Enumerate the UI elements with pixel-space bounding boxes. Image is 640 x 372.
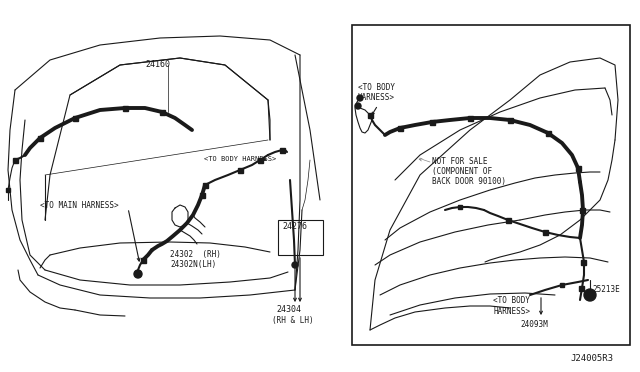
Text: 24276: 24276 [282,222,307,231]
Bar [6,188,10,192]
Text: BACK DOOR 90100): BACK DOOR 90100) [432,177,506,186]
Circle shape [584,289,596,301]
Text: (COMPONENT OF: (COMPONENT OF [432,167,492,176]
Bar [352,25,630,345]
Circle shape [134,270,142,278]
Bar [543,230,547,234]
Bar [13,157,17,163]
Bar [506,218,511,222]
Text: <TO MAIN HARNESS>: <TO MAIN HARNESS> [40,201,118,210]
Bar [580,260,586,264]
Bar [38,135,42,141]
Bar [202,183,207,187]
Bar [458,205,462,209]
Text: J24005R3: J24005R3 [570,354,613,363]
Bar [397,125,403,131]
Bar [237,167,243,173]
Text: 25213E: 25213E [592,285,620,294]
Bar [579,285,584,291]
Bar [508,118,513,122]
Text: <TO BODY: <TO BODY [358,83,395,92]
Text: 24302N(LH): 24302N(LH) [170,260,216,269]
Bar [72,115,77,121]
Bar [200,192,205,198]
Bar [579,208,584,212]
Text: 24302  (RH): 24302 (RH) [170,250,221,259]
Bar [122,106,127,110]
Text: HARNESS>: HARNESS> [358,93,395,102]
Text: 24093M: 24093M [520,320,548,329]
Text: <TO BODY: <TO BODY [493,296,530,305]
Text: NOT FOR SALE: NOT FOR SALE [432,157,488,166]
Text: (RH & LH): (RH & LH) [272,316,314,325]
Text: HARNESS>: HARNESS> [493,307,530,316]
Bar [159,109,164,115]
Bar [280,148,285,153]
Text: 24160: 24160 [145,60,170,69]
Bar [278,220,323,255]
Bar [141,257,145,263]
Circle shape [357,95,363,101]
Bar [560,283,564,287]
Circle shape [355,103,361,109]
Text: 24304: 24304 [276,305,301,314]
Bar [545,131,550,135]
Text: <TO BODY HARNESS>: <TO BODY HARNESS> [204,156,276,162]
Bar [257,157,262,163]
Bar [575,166,580,170]
Circle shape [292,262,298,268]
Bar [467,115,472,121]
Bar [429,119,435,125]
Bar [367,112,372,118]
